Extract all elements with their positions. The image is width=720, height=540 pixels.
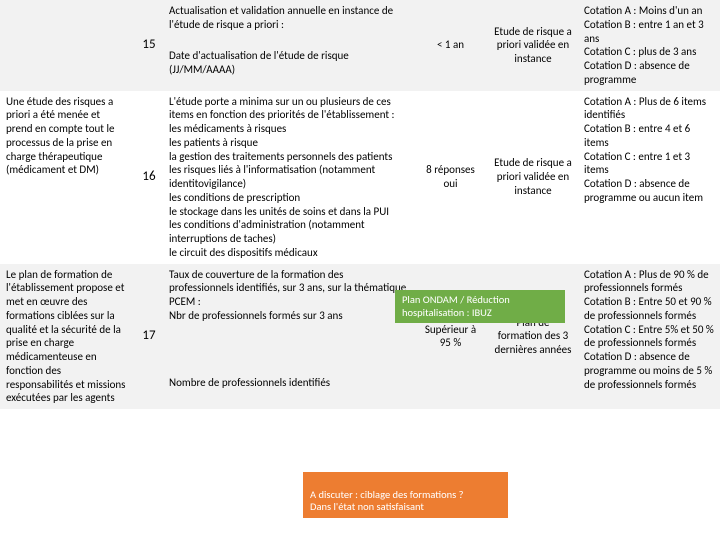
cell-num: 17 [135, 264, 163, 410]
cell-thres: < 1 an [413, 0, 488, 91]
cell-crit: Etude de risque a priori validée en inst… [488, 91, 578, 264]
cell-num: 15 [135, 0, 163, 91]
callout-text: Plan ONDAM / Réduction hospitalisation :… [402, 293, 510, 319]
cell-crit: Etude de risque a priori validée en inst… [488, 0, 578, 91]
cell-crit: Plan de formation des 3 dernières années [488, 264, 578, 410]
table-row: Le plan de formation de l'établissement … [0, 264, 720, 372]
cell-cot: Cotation A : Plus de 90 % de professionn… [578, 264, 720, 410]
page-root: 15 Actualisation et validation annuelle … [0, 0, 720, 540]
callout-text: A discuter : ciblage des formations ? Da… [310, 488, 464, 514]
cell-desc-top: Actualisation et validation annuelle en … [163, 0, 413, 45]
table-row: Une étude des risques a priori a été men… [0, 91, 720, 264]
cell-desc: L'étude porte a minima sur un ou plusieu… [163, 91, 413, 264]
callout-plan-ondam: Plan ONDAM / Réduction hospitalisation :… [395, 290, 565, 323]
criteria-table: 15 Actualisation et validation annuelle … [0, 0, 720, 409]
cell-left [0, 0, 135, 91]
cell-cot: Cotation A : Plus de 6 items identifiés … [578, 91, 720, 264]
cell-cot: Cotation A : Moins d'un an Cotation B : … [578, 0, 720, 91]
cell-thres: Supérieur à 95 % [413, 264, 488, 410]
cell-thres: 8 réponses oui [413, 91, 488, 264]
table-row: 15 Actualisation et validation annuelle … [0, 0, 720, 45]
callout-a-discuter: A discuter : ciblage des formations ? Da… [303, 472, 508, 518]
cell-left: Le plan de formation de l'établissement … [0, 264, 135, 410]
cell-num: 16 [135, 91, 163, 264]
cell-desc-top: Taux de couverture de la formation des p… [163, 264, 413, 372]
cell-left: Une étude des risques a priori a été men… [0, 91, 135, 264]
cell-desc-bot: Date d'actualisation de l'étude de risqu… [163, 45, 413, 90]
cell-desc-bot: Nombre de professionnels identifiés [163, 372, 413, 409]
